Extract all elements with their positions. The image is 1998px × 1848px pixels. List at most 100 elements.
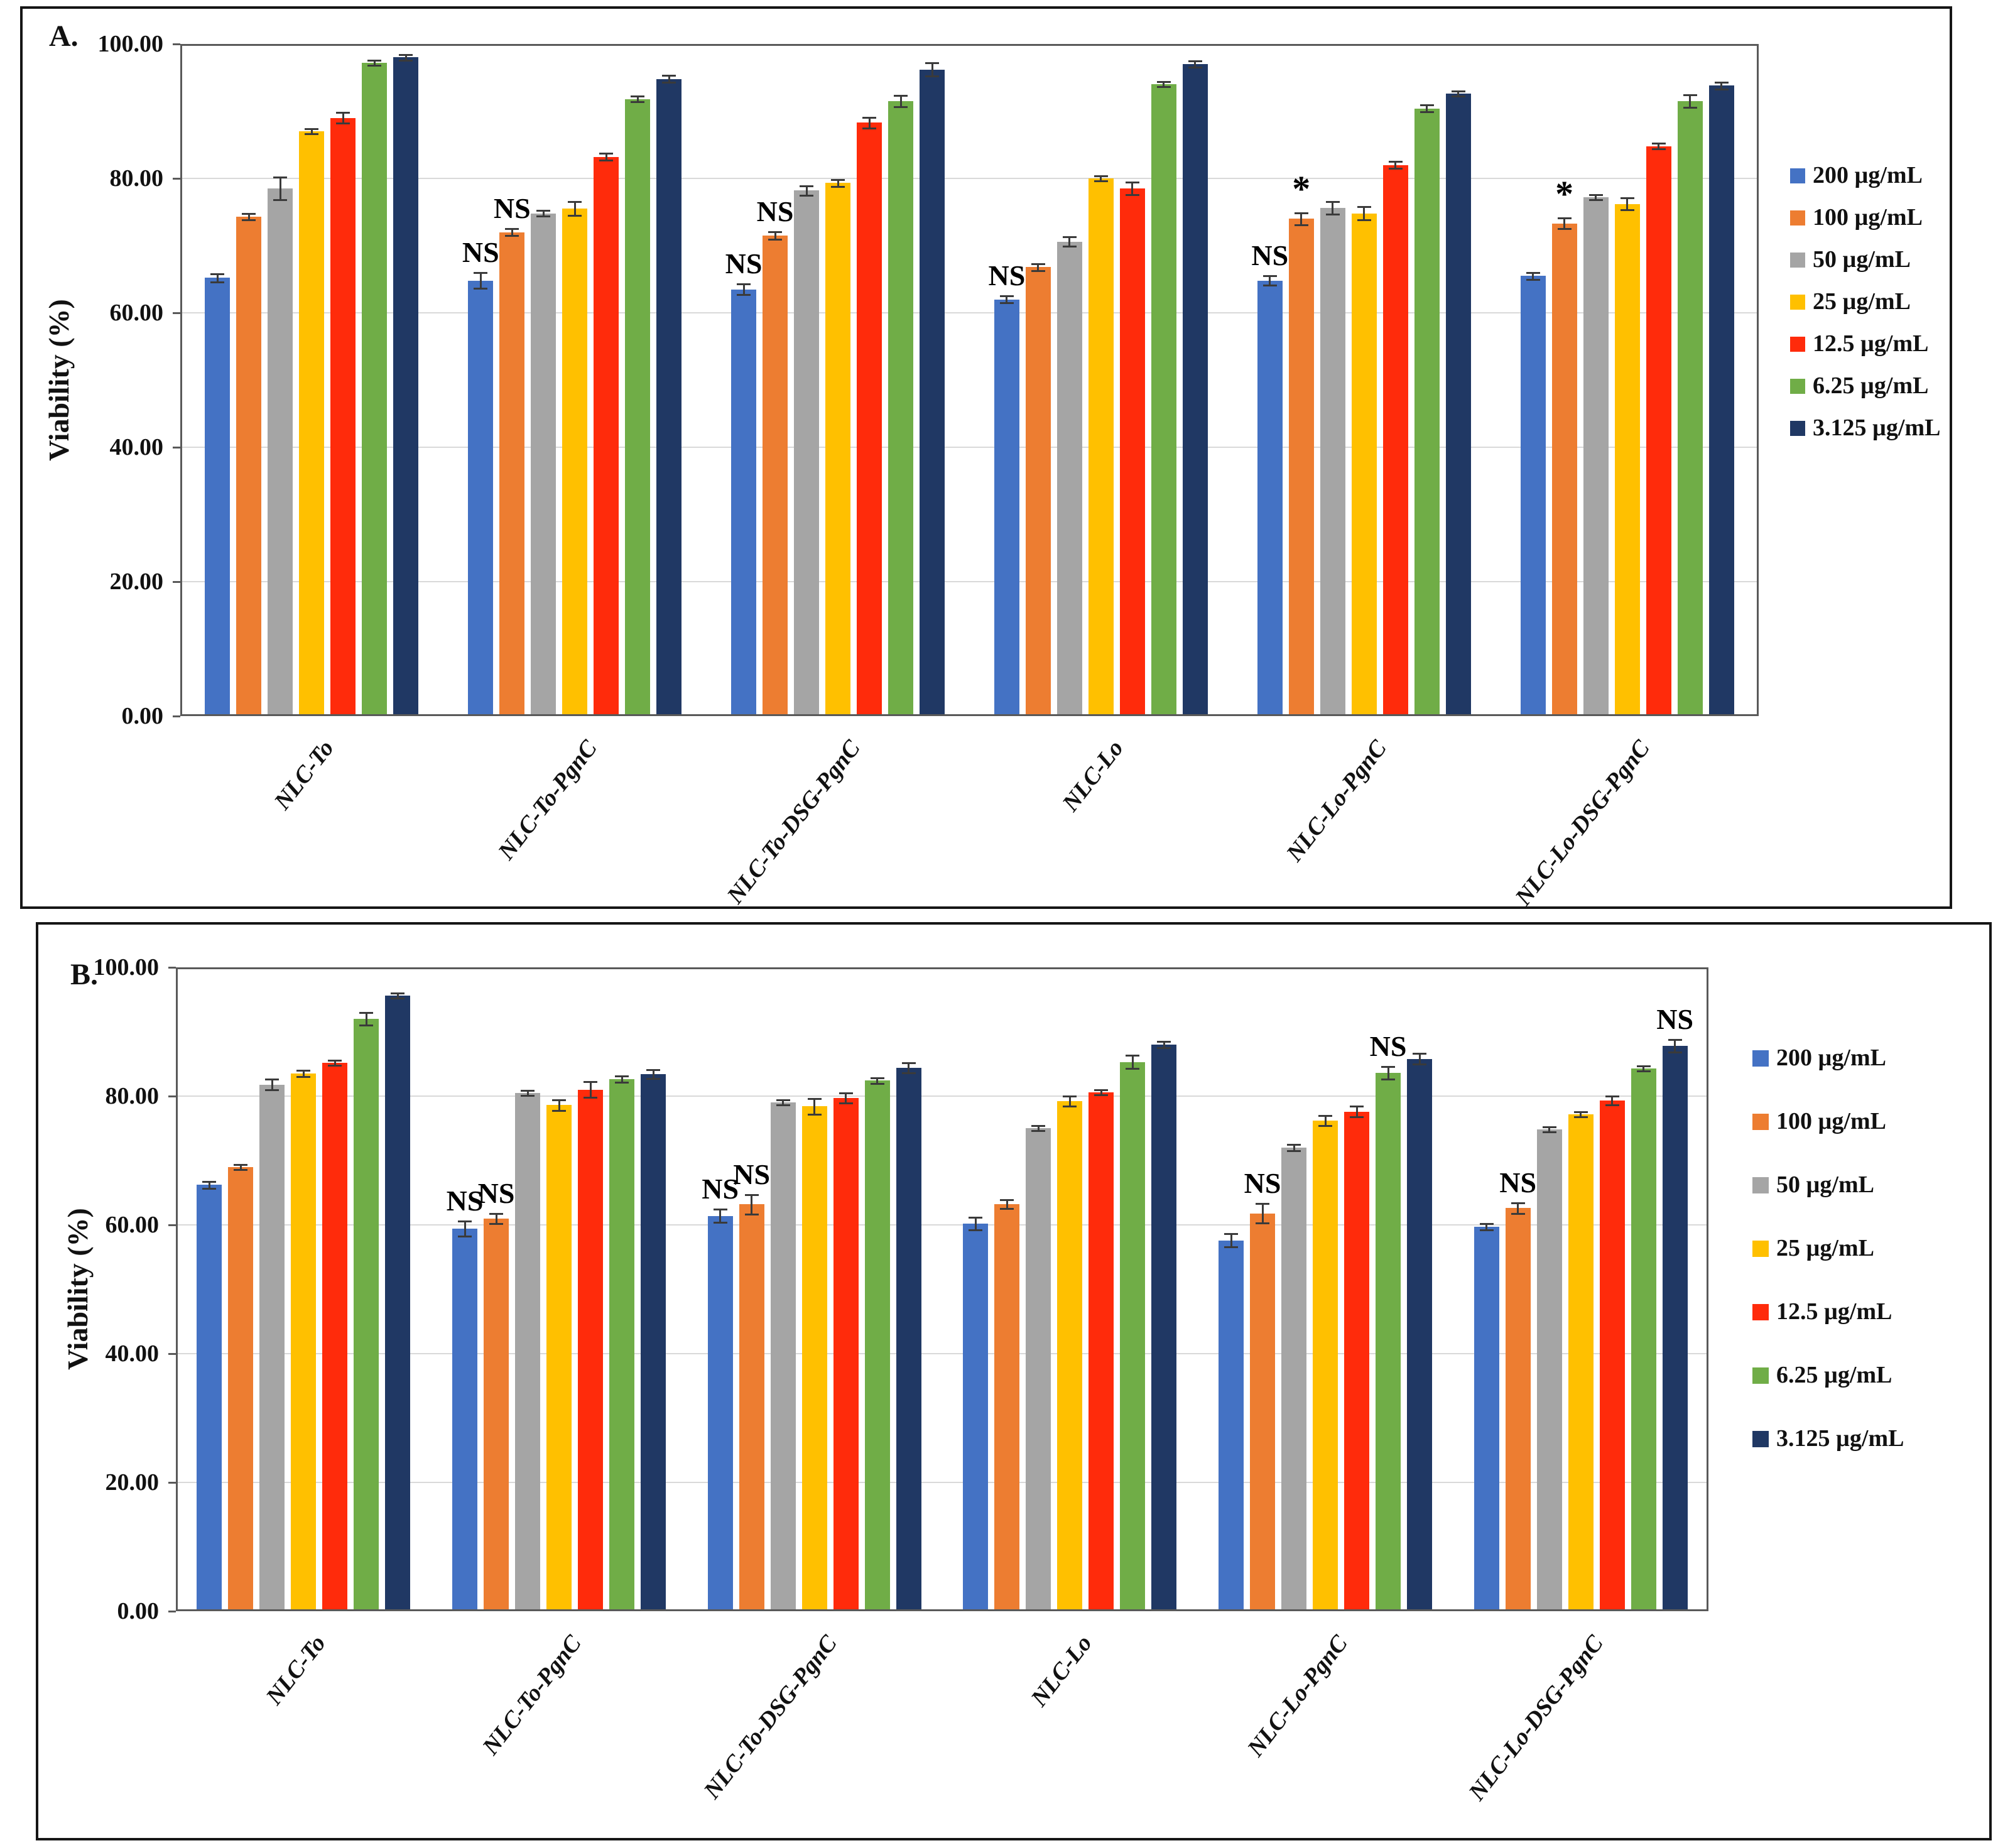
error-bar-line [1418,1053,1421,1064]
error-bar-cap-bottom [568,214,582,217]
bar-NLC-To-DSG-PgnC-200µg/mL [707,1215,733,1609]
error-bar-cap-top [615,1075,629,1078]
error-bar-cap-top [1381,1065,1395,1068]
error-bar-cap-top [1451,90,1465,92]
error-bar-line [931,62,933,77]
error-bar-cap-bottom [999,302,1014,304]
bar-NLC-Lo-50µg/mL [1056,241,1082,714]
error-bar-cap-top [399,54,413,57]
y-tick-mark [168,1095,176,1097]
error-bar-cap-bottom [1357,219,1371,222]
error-bar-line [247,213,250,220]
error-bar-cap-bottom [1683,106,1697,109]
panel-a-letter: A. [49,19,79,53]
error-bar-line [899,95,902,107]
y-tick-label: 0.00 [117,1598,160,1624]
error-bar-cap-top [1031,1125,1046,1128]
error-bar-line [1100,175,1102,182]
error-bar-cap-top [474,271,488,274]
error-bar-cap-top [925,62,940,64]
significance-label: NS [733,1158,771,1190]
bar-NLC-Lo-DSG-PgnC-100µg/mL [1551,223,1577,714]
legend-swatch [1790,337,1805,352]
error-bar-line [1355,1106,1358,1117]
bar-NLC-Lo-PgnC-12.5µg/mL [1382,165,1408,714]
error-bar-cap-bottom [1479,1229,1494,1232]
gridline-40 [178,1353,1707,1354]
error-bar-line [1037,1126,1040,1131]
error-bar-cap-bottom [536,215,551,217]
legend-swatch [1752,1431,1769,1447]
error-bar-line [974,1217,977,1231]
error-bar-cap-top [807,1098,822,1101]
bar-NLC-To-DSG-PgnC-12.5µg/mL [857,122,882,714]
error-bar-cap-bottom [505,234,519,237]
error-bar-cap-bottom [1000,1208,1014,1210]
error-bar-cap-bottom [1526,278,1540,281]
error-bar-cap-top [1125,182,1139,184]
error-bar-cap-bottom [1388,167,1403,170]
error-bar-cap-top [1156,80,1171,83]
bar-NLC-To-50µg/mL [268,188,293,714]
bar-NLC-To-PgnC-200µg/mL [452,1229,477,1609]
bar-NLC-To-PgnC-3.125µg/mL [656,79,682,714]
error-bar-line [1363,206,1365,220]
error-bar-cap-bottom [737,294,751,296]
error-bar-cap-bottom [1420,111,1434,114]
bar-NLC-Lo-PgnC-12.5µg/mL [1344,1111,1369,1609]
legend-swatch [1790,295,1805,310]
error-bar-cap-top [391,992,405,994]
error-bar-cap-top [1126,1055,1140,1057]
panel-a-y-axis-title: Viability (%) [43,299,75,461]
significance-label: NS [1251,239,1289,272]
bar-NLC-Lo-25µg/mL [1057,1101,1083,1609]
error-bar-cap-bottom [391,997,405,1000]
error-bar-cap-bottom [1651,148,1666,150]
legend-label: 6.25 µg/mL [1776,1362,1892,1388]
error-bar-cap-top [713,1209,727,1211]
error-bar-cap-bottom [399,59,413,62]
error-bar-cap-top [242,212,256,215]
error-bar-cap-top [839,1092,853,1094]
error-bar-cap-bottom [744,1213,759,1215]
bar-NLC-Lo-6.25µg/mL [1151,84,1176,714]
bar-NLC-Lo-PgnC-3.125µg/mL [1407,1058,1432,1609]
error-bar-line [1068,1096,1071,1107]
legend-swatch [1752,1050,1769,1067]
error-bar-cap-top [1287,1143,1301,1146]
y-tick-label: 80.00 [109,165,164,192]
error-bar-line [1485,1223,1488,1231]
error-bar-cap-top [458,1220,472,1222]
error-bar-line [751,1194,753,1214]
error-bar-cap-top [646,1068,660,1071]
error-bar-line [479,272,482,289]
error-bar-cap-bottom [1156,86,1171,89]
error-bar-cap-bottom [234,1168,248,1171]
y-tick-mark [168,967,176,969]
legend-swatch [1790,253,1805,268]
y-tick-label: 0.00 [121,703,164,729]
error-bar-cap-bottom [1318,1125,1332,1128]
error-bar-cap-top [584,1081,597,1084]
bar-NLC-To-12.5µg/mL [330,117,356,714]
bar-NLC-To-25µg/mL [291,1073,317,1609]
bar-NLC-To-PgnC-12.5µg/mL [594,156,619,714]
error-bar-cap-bottom [584,1097,597,1099]
legend-swatch [1790,168,1805,183]
bar-NLC-Lo-DSG-PgnC-100µg/mL [1505,1208,1531,1609]
error-bar-cap-top [1636,1065,1651,1067]
error-bar-cap-bottom [768,239,783,241]
error-bar-cap-bottom [800,194,814,197]
error-bar-line [1006,296,1008,303]
panel-a-plot-area [180,44,1759,716]
bar-NLC-Lo-PgnC-50µg/mL [1320,208,1345,714]
bar-NLC-Lo-PgnC-25µg/mL [1351,213,1377,714]
error-bar-line [373,60,376,66]
error-bar-line [1426,105,1428,112]
error-bar-cap-bottom [328,1064,342,1067]
error-bar-line [1674,1039,1676,1053]
error-bar-cap-bottom [1126,1067,1140,1070]
error-bar-cap-top [862,116,877,119]
error-bar-line [1293,1144,1295,1151]
